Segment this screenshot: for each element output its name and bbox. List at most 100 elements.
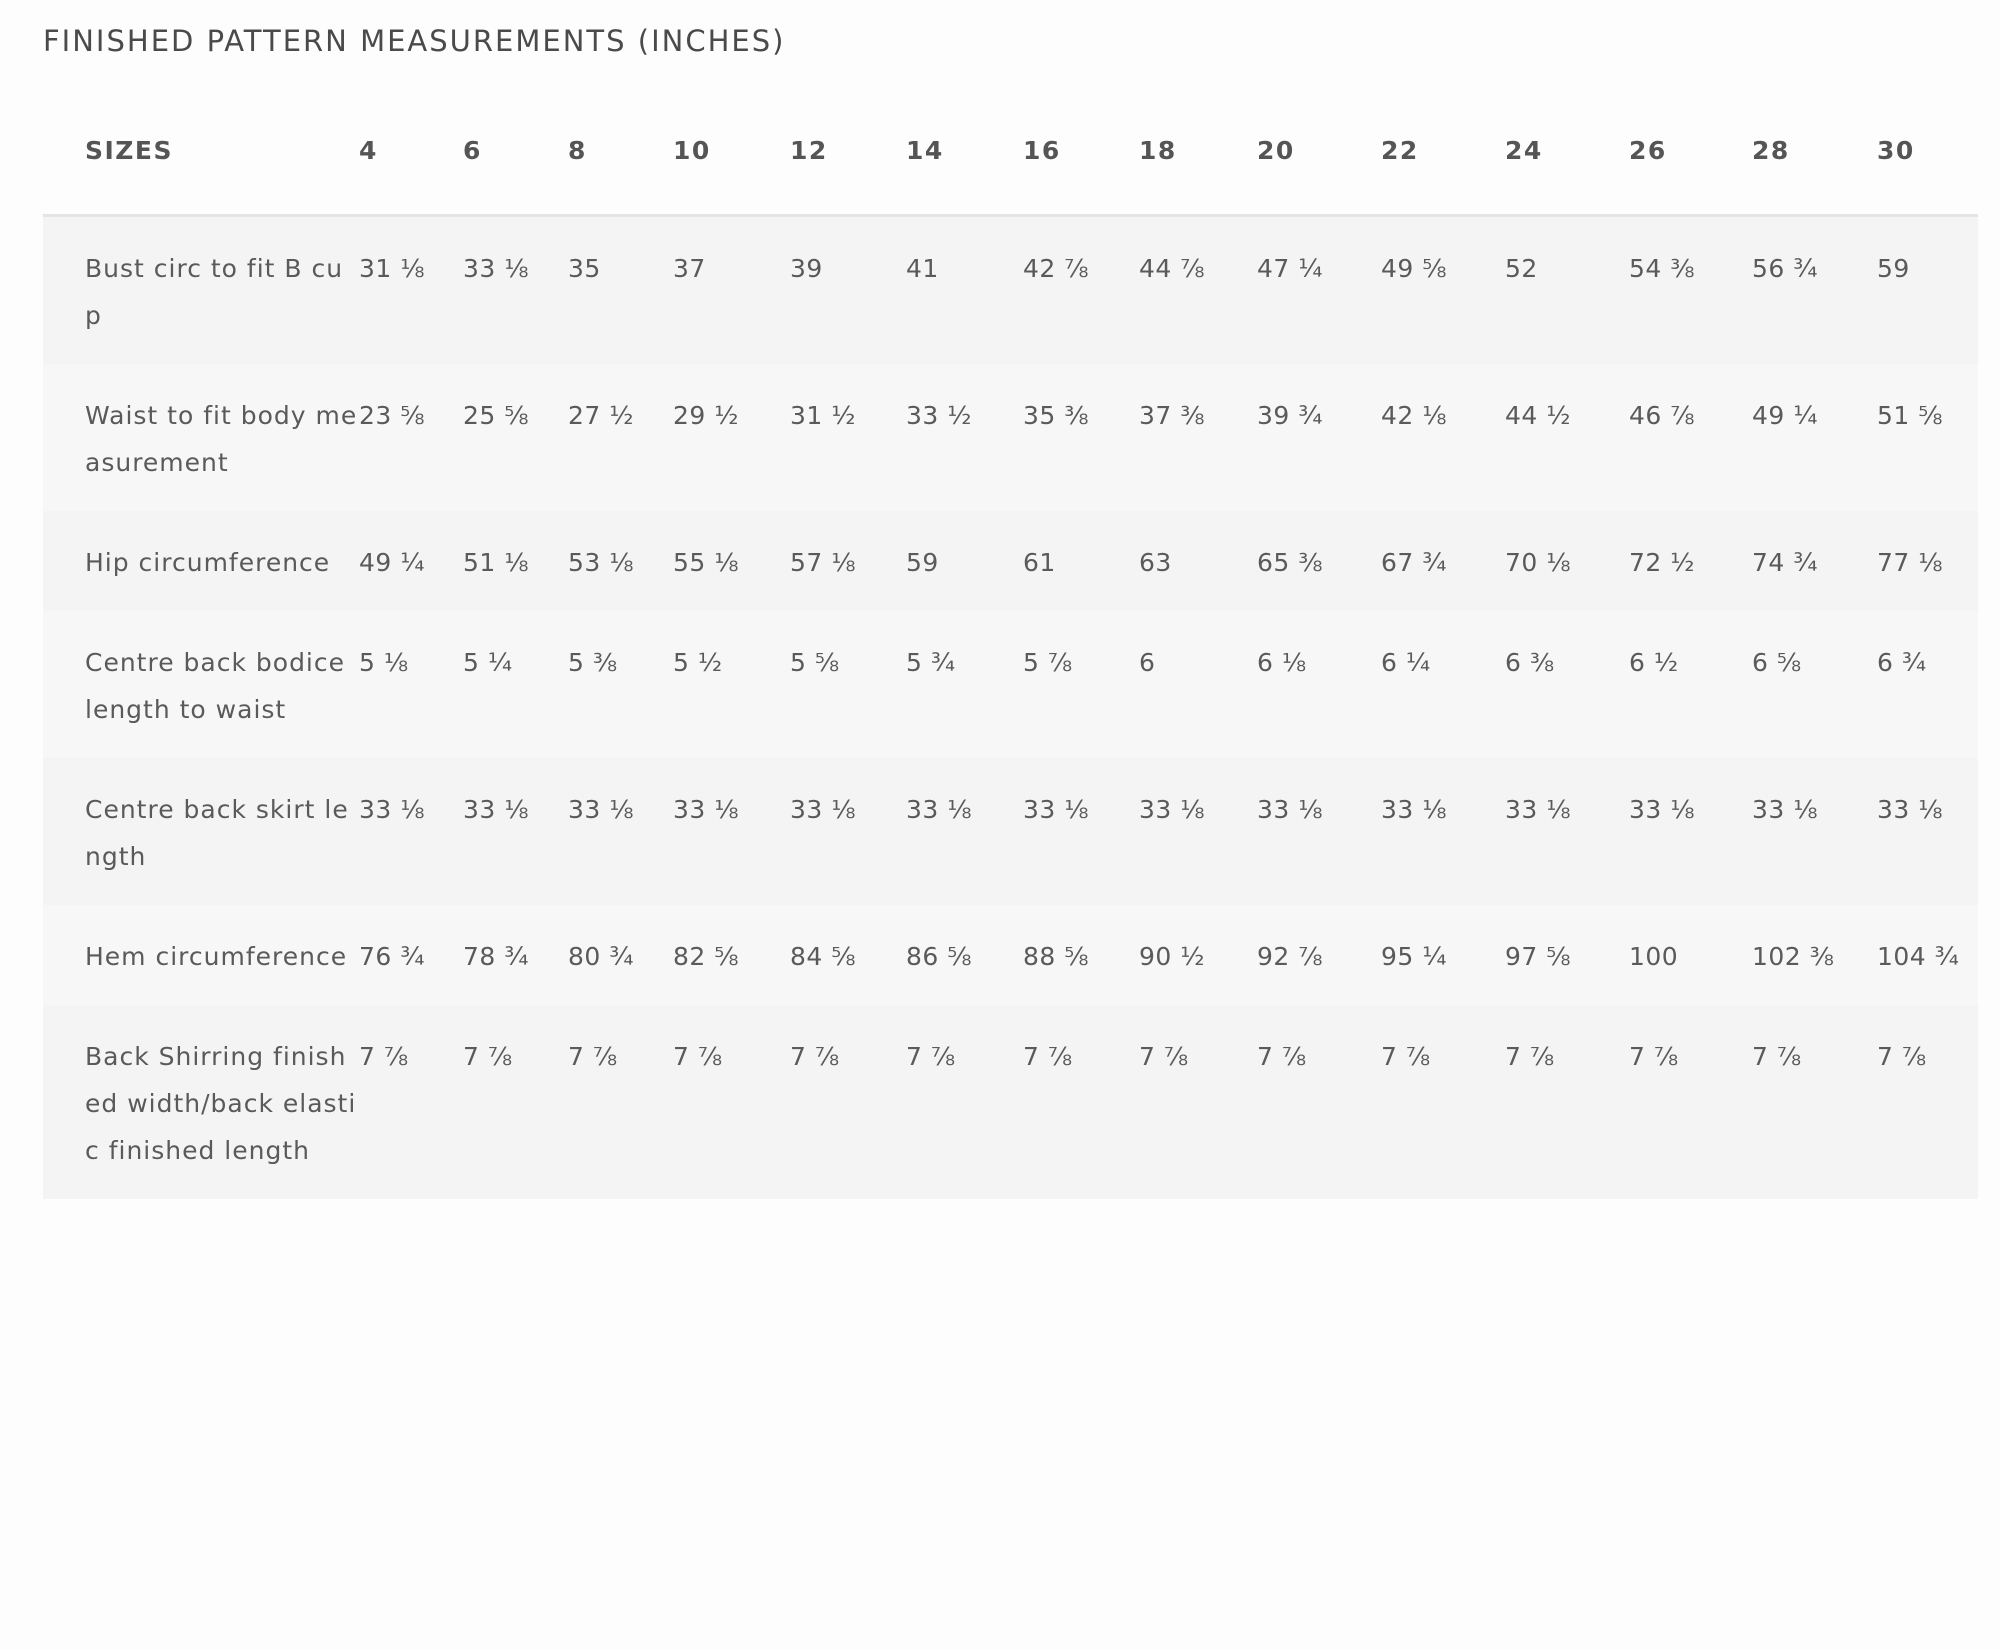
table-row: Centre back skirt length 33 ⅛ 33 ⅛ 33 ⅛ 33 ⅛… bbox=[43, 758, 1978, 905]
measurement-cell: 63 bbox=[1139, 548, 1172, 577]
measurement-cell: 52 bbox=[1505, 254, 1538, 283]
table-row: Back Shirring finished width/back elasti… bbox=[43, 1005, 1978, 1199]
measurement-cell: 54 ⅜ bbox=[1629, 254, 1695, 283]
measurement-cell: 7 ⅞ bbox=[1752, 1042, 1802, 1071]
measurement-cell: 27 ½ bbox=[568, 401, 634, 430]
measurement-cell: 37 ⅜ bbox=[1139, 401, 1205, 430]
measurement-cell: 33 ⅛ bbox=[359, 795, 425, 824]
measurement-cell: 49 ¼ bbox=[359, 548, 425, 577]
row-label: Centre back bodice length to waist bbox=[85, 648, 346, 724]
measurement-cell: 7 ⅞ bbox=[1505, 1042, 1555, 1071]
measurement-cell: 6 ⅜ bbox=[1505, 648, 1555, 677]
measurement-cell: 5 ½ bbox=[673, 648, 723, 677]
measurement-cell: 33 ⅛ bbox=[1877, 795, 1943, 824]
measurement-cell: 7 ⅞ bbox=[1257, 1042, 1307, 1071]
measurement-cell: 33 ⅛ bbox=[463, 254, 529, 283]
measurement-cell: 23 ⅝ bbox=[359, 401, 425, 430]
measurement-cell: 55 ⅛ bbox=[673, 548, 739, 577]
measurement-cell: 47 ¼ bbox=[1257, 254, 1323, 283]
measurement-cell: 39 bbox=[790, 254, 823, 283]
row-label: Hip circumference bbox=[85, 548, 331, 577]
measurement-cell: 49 ¼ bbox=[1752, 401, 1818, 430]
table-body: Bust circ to fit B cup 31 ⅛ 33 ⅛ 35 37 39 41 42… bbox=[43, 215, 1978, 1199]
measurement-cell: 53 ⅛ bbox=[568, 548, 634, 577]
measurement-cell: 86 ⅝ bbox=[906, 942, 972, 971]
measurement-cell: 51 ⅝ bbox=[1877, 401, 1943, 430]
measurement-cell: 56 ¾ bbox=[1752, 254, 1818, 283]
measurement-cell: 6 ⅝ bbox=[1752, 648, 1802, 677]
row-label: Waist to fit body measurement bbox=[85, 401, 358, 477]
size-header: 4 bbox=[359, 86, 463, 217]
table-header: SIZES 4 6 8 10 12 14 16 18 20 22 24 26 28 30 bbox=[43, 86, 1978, 217]
measurement-cell: 67 ¾ bbox=[1381, 548, 1447, 577]
measurement-cell: 49 ⅝ bbox=[1381, 254, 1447, 283]
measurement-cell: 25 ⅝ bbox=[463, 401, 529, 430]
measurement-cell: 41 bbox=[906, 254, 939, 283]
measurement-cell: 33 ⅛ bbox=[790, 795, 856, 824]
measurement-cell: 31 ⅛ bbox=[359, 254, 425, 283]
measurement-cell: 44 ½ bbox=[1505, 401, 1571, 430]
measurement-cell: 74 ¾ bbox=[1752, 548, 1818, 577]
measurement-cell: 29 ½ bbox=[673, 401, 739, 430]
measurement-cell: 72 ½ bbox=[1629, 548, 1695, 577]
measurement-cell: 7 ⅞ bbox=[1381, 1042, 1431, 1071]
measurement-cell: 102 ⅜ bbox=[1752, 942, 1835, 971]
measurement-cell: 82 ⅝ bbox=[673, 942, 739, 971]
measurement-cell: 80 ¾ bbox=[568, 942, 634, 971]
measurement-cell: 7 ⅞ bbox=[568, 1042, 618, 1071]
table-row: Waist to fit body measurement 23 ⅝ 25 ⅝ 27 … bbox=[43, 364, 1978, 511]
measurement-cell: 33 ⅛ bbox=[1139, 795, 1205, 824]
size-header: 18 bbox=[1139, 86, 1257, 217]
size-header: 8 bbox=[568, 86, 673, 217]
measurement-cell: 95 ¼ bbox=[1381, 942, 1447, 971]
measurement-cell: 61 bbox=[1023, 548, 1056, 577]
header-row: SIZES 4 6 8 10 12 14 16 18 20 22 24 26 28 30 bbox=[43, 86, 1978, 217]
measurement-cell: 6 bbox=[1139, 648, 1156, 677]
measurement-cell: 33 ⅛ bbox=[1381, 795, 1447, 824]
measurement-cell: 7 ⅞ bbox=[790, 1042, 840, 1071]
measurement-cell: 7 ⅞ bbox=[1629, 1042, 1679, 1071]
measurement-cell: 7 ⅞ bbox=[1877, 1042, 1927, 1071]
size-header: 26 bbox=[1629, 86, 1752, 217]
measurement-cell: 7 ⅞ bbox=[359, 1042, 409, 1071]
measurement-cell: 44 ⅞ bbox=[1139, 254, 1205, 283]
page-title: FINISHED PATTERN MEASUREMENTS (INCHES) bbox=[43, 24, 786, 58]
measurement-cell: 5 ⅛ bbox=[359, 648, 409, 677]
measurement-cell: 39 ¾ bbox=[1257, 401, 1323, 430]
size-header: 20 bbox=[1257, 86, 1381, 217]
measurement-cell: 33 ⅛ bbox=[1752, 795, 1818, 824]
sizes-header: SIZES bbox=[43, 86, 359, 217]
measurement-cell: 33 ⅛ bbox=[1023, 795, 1089, 824]
measurement-cell: 33 ⅛ bbox=[1629, 795, 1695, 824]
row-label: Centre back skirt length bbox=[85, 795, 349, 871]
measurement-cell: 37 bbox=[673, 254, 706, 283]
row-label: Back Shirring finished width/back elasti… bbox=[85, 1042, 357, 1165]
measurement-cell: 33 ⅛ bbox=[1257, 795, 1323, 824]
measurement-cell: 5 ¾ bbox=[906, 648, 956, 677]
table-row: Hip circumference 49 ¼ 51 ⅛ 53 ⅛ 55 ⅛ 57 ⅛ 59 6… bbox=[43, 511, 1978, 611]
measurement-cell: 33 ⅛ bbox=[906, 795, 972, 824]
row-label: Hem circumference bbox=[85, 942, 348, 971]
measurement-cell: 33 ⅛ bbox=[463, 795, 529, 824]
measurement-cell: 33 ½ bbox=[906, 401, 972, 430]
measurement-cell: 6 ½ bbox=[1629, 648, 1679, 677]
size-header: 16 bbox=[1023, 86, 1139, 217]
size-header: 22 bbox=[1381, 86, 1505, 217]
measurement-cell: 59 bbox=[906, 548, 939, 577]
row-label: Bust circ to fit B cup bbox=[85, 254, 344, 330]
measurement-cell: 33 ⅛ bbox=[673, 795, 739, 824]
measurement-cell: 104 ¾ bbox=[1877, 942, 1960, 971]
measurement-cell: 35 bbox=[568, 254, 601, 283]
measurements-table: SIZES 4 6 8 10 12 14 16 18 20 22 24 26 28 30 Bust circ… bbox=[43, 86, 1978, 1199]
measurement-cell: 97 ⅝ bbox=[1505, 942, 1571, 971]
size-header: 24 bbox=[1505, 86, 1629, 217]
measurement-cell: 33 ⅛ bbox=[1505, 795, 1571, 824]
measurement-cell: 46 ⅞ bbox=[1629, 401, 1695, 430]
measurement-cell: 6 ⅛ bbox=[1257, 648, 1307, 677]
measurement-cell: 76 ¾ bbox=[359, 942, 425, 971]
measurement-cell: 7 ⅞ bbox=[1023, 1042, 1073, 1071]
table-row: Bust circ to fit B cup 31 ⅛ 33 ⅛ 35 37 39 41 42… bbox=[43, 215, 1978, 364]
measurement-cell: 7 ⅞ bbox=[673, 1042, 723, 1071]
measurement-cell: 5 ⅜ bbox=[568, 648, 618, 677]
measurement-cell: 78 ¾ bbox=[463, 942, 529, 971]
